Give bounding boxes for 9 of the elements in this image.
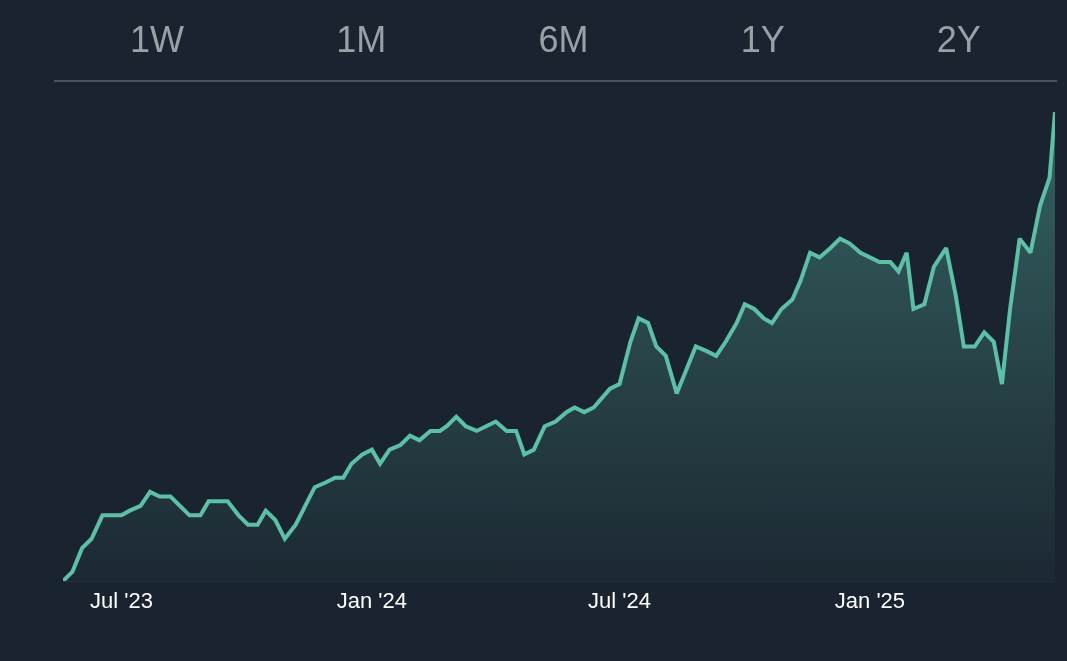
text: 1M: [336, 19, 387, 61]
x-tick-label: Jan '24: [336, 588, 408, 614]
x-tick-label: Jan '25: [834, 588, 906, 614]
text: 2Y: [936, 19, 981, 61]
text: 1W: [130, 19, 185, 61]
text: 6M: [538, 19, 589, 61]
x-tick-label: Jul '23: [90, 588, 153, 614]
x-tick-label: Jul '24: [588, 588, 651, 614]
text: 1Y: [740, 19, 785, 61]
